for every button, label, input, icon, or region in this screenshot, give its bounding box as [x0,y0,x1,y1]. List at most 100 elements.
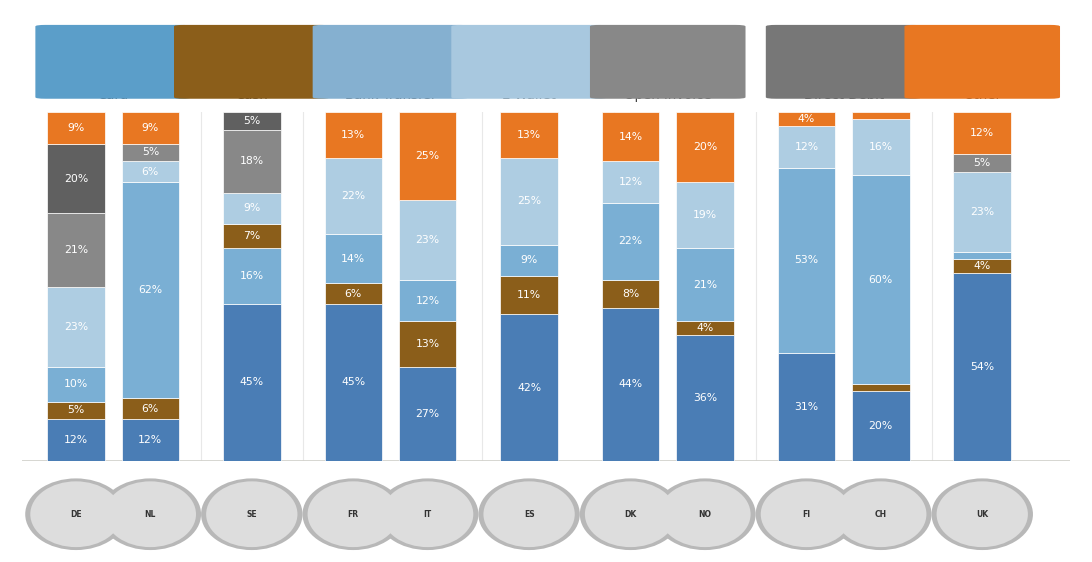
Bar [121,398,179,419]
Ellipse shape [99,478,201,550]
Ellipse shape [580,478,681,550]
Bar [47,287,105,367]
Bar [121,144,179,161]
Bar [399,367,456,461]
Bar [223,304,281,461]
Text: 9%: 9% [142,123,159,133]
Text: 9%: 9% [244,203,260,213]
Text: 10%: 10% [63,379,88,389]
Text: FR: FR [347,510,359,519]
FancyBboxPatch shape [312,25,468,99]
Text: 60%: 60% [868,275,893,284]
Text: NL: NL [144,510,156,519]
Text: 12%: 12% [970,128,995,138]
Bar [47,112,105,144]
FancyBboxPatch shape [590,25,746,99]
Bar [324,234,382,283]
Bar [953,171,1011,252]
Ellipse shape [835,481,926,547]
Bar [778,126,835,168]
Text: UK: UK [976,510,988,519]
Text: E Wallet: E Wallet [502,89,556,102]
Bar [47,402,105,419]
Bar [852,384,910,391]
Bar [223,130,281,193]
Text: 62%: 62% [139,285,163,295]
FancyBboxPatch shape [765,25,922,99]
Text: 27%: 27% [416,409,440,419]
Bar [953,154,1011,171]
Text: 14%: 14% [341,254,366,264]
Text: 5%: 5% [68,405,84,415]
Bar [852,175,910,384]
Text: Direct Debit: Direct Debit [804,89,883,102]
Bar [602,280,660,307]
Ellipse shape [654,478,756,550]
Bar [121,182,179,398]
Bar [500,158,558,245]
Text: CH: CH [875,510,887,519]
Bar [47,214,105,287]
Ellipse shape [206,481,297,547]
Text: 9%: 9% [521,256,537,265]
Text: 19%: 19% [693,210,717,220]
Ellipse shape [31,481,121,547]
Bar [399,280,456,321]
Ellipse shape [484,481,574,547]
Bar [324,304,382,461]
Bar [676,112,734,182]
Ellipse shape [937,481,1028,547]
Bar [223,193,281,224]
FancyBboxPatch shape [451,25,607,99]
Text: 53%: 53% [794,256,818,265]
FancyBboxPatch shape [174,25,330,99]
FancyBboxPatch shape [904,25,1060,99]
Text: FI: FI [803,510,810,519]
Ellipse shape [382,481,473,547]
Text: DK: DK [625,510,637,519]
Text: NO: NO [699,510,712,519]
Ellipse shape [478,478,580,550]
Text: 23%: 23% [970,207,995,217]
Ellipse shape [201,478,302,550]
Bar [500,276,558,315]
Ellipse shape [931,478,1033,550]
Bar [223,248,281,304]
Text: 16%: 16% [869,142,893,152]
Ellipse shape [25,478,127,550]
Text: Bank Transfer: Bank Transfer [345,89,436,102]
Ellipse shape [377,478,478,550]
Text: 6%: 6% [142,167,159,176]
Bar [676,182,734,248]
Bar [852,112,910,119]
Bar [223,112,281,130]
Bar [121,161,179,182]
Text: 36%: 36% [693,393,717,403]
Text: SE: SE [247,510,257,519]
Text: 20%: 20% [692,142,717,152]
Text: IT: IT [424,510,431,519]
Text: Cash: Cash [236,89,269,102]
Text: 21%: 21% [693,280,717,290]
Ellipse shape [660,481,750,547]
Text: 25%: 25% [517,196,542,206]
Text: 11%: 11% [517,291,542,300]
Text: ES: ES [524,510,534,519]
Text: 6%: 6% [142,404,159,414]
Text: Other: Other [963,89,1001,102]
Text: 12%: 12% [139,435,163,445]
Bar [500,245,558,276]
Text: 18%: 18% [240,156,264,166]
Text: 20%: 20% [63,174,88,184]
Bar [602,161,660,203]
Text: 16%: 16% [240,271,264,281]
Text: DE: DE [70,510,82,519]
Bar [602,307,660,461]
Text: 12%: 12% [618,177,642,187]
Text: 4%: 4% [974,261,990,271]
Ellipse shape [830,478,931,550]
Bar [324,283,382,304]
Text: 21%: 21% [64,245,88,255]
FancyBboxPatch shape [35,25,191,99]
Text: 31%: 31% [794,402,818,412]
